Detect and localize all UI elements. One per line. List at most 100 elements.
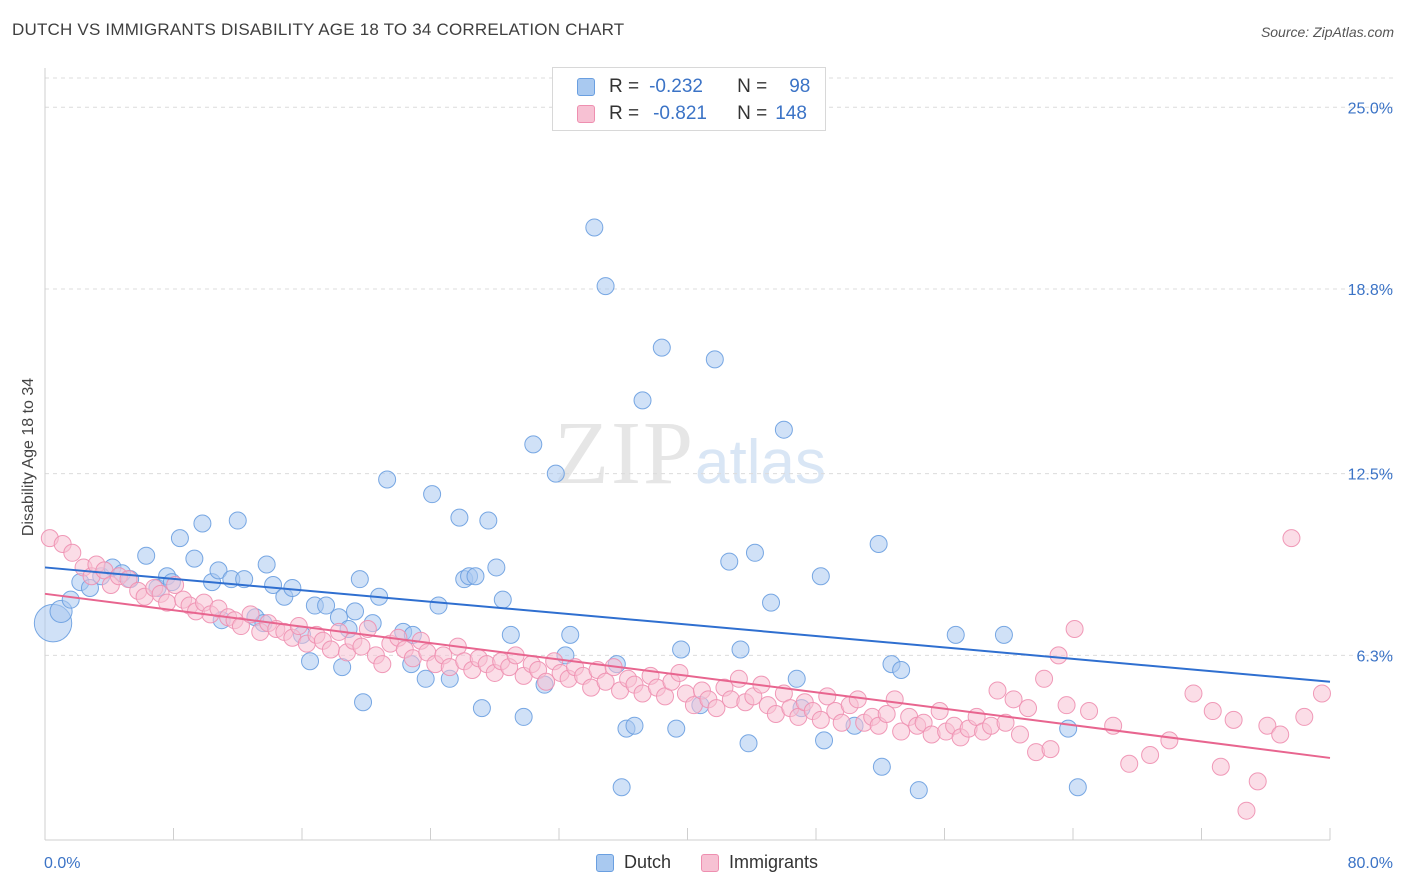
dutch-point xyxy=(946,625,965,644)
dutch-point xyxy=(185,549,204,568)
dutch-point xyxy=(209,561,228,580)
legend-r-label: R = xyxy=(609,76,640,97)
dutch-point xyxy=(472,699,491,718)
dutch-point xyxy=(61,590,80,609)
dutch-point xyxy=(346,602,365,621)
immigrants-point xyxy=(1041,740,1060,759)
dutch-point xyxy=(561,625,580,644)
immigrants-point xyxy=(892,722,911,741)
dutch-point xyxy=(811,567,830,586)
dutch-legend-swatch xyxy=(596,853,614,872)
immigrants-point xyxy=(1049,646,1068,665)
immigrants-swatch xyxy=(577,105,595,123)
watermark-zip: ZIP xyxy=(554,404,695,503)
x-tick-label: 0.0% xyxy=(44,855,80,872)
dutch-point xyxy=(235,570,254,589)
dutch-point xyxy=(872,757,891,776)
y-tick-label: 12.5% xyxy=(1348,467,1393,484)
dutch-point xyxy=(1068,778,1087,797)
dutch-point xyxy=(501,625,520,644)
legend-n-value: 148 xyxy=(775,103,807,124)
immigrants-point xyxy=(988,681,1007,700)
immigrants-point xyxy=(1004,690,1023,709)
dutch-point xyxy=(416,669,435,688)
dutch-point xyxy=(466,567,485,586)
immigrants-point xyxy=(1258,716,1277,735)
dutch-point xyxy=(739,734,758,753)
x-tick-label: 80.0% xyxy=(1348,855,1393,872)
immigrants-point xyxy=(996,713,1015,732)
dutch-point xyxy=(705,350,724,369)
source-label: Source: ZipAtlas.com xyxy=(1260,24,1394,40)
dutch-point xyxy=(672,640,691,659)
immigrants-point xyxy=(231,617,250,636)
dutch-point xyxy=(667,719,686,738)
immigrants-point xyxy=(1160,731,1179,750)
immigrants-point xyxy=(1237,801,1256,820)
dutch-point xyxy=(137,546,156,565)
immigrants-point xyxy=(166,576,185,595)
immigrants-point xyxy=(1248,772,1267,791)
dutch-point xyxy=(354,693,373,712)
immigrants-point xyxy=(1282,529,1301,548)
watermark-atlas: atlas xyxy=(695,428,826,497)
immigrants-point xyxy=(1295,707,1314,726)
dutch-point xyxy=(596,277,615,296)
dutch-point xyxy=(1059,719,1078,738)
dutch-point xyxy=(745,543,764,562)
chart-title: DUTCH VS IMMIGRANTS DISABILITY AGE 18 TO… xyxy=(12,20,625,39)
dutch-point xyxy=(815,731,834,750)
immigrants-point xyxy=(1080,702,1099,721)
dutch-point xyxy=(301,652,320,671)
immigrants-point xyxy=(729,669,748,688)
legend-n-label: N = xyxy=(737,103,768,124)
immigrants-point xyxy=(321,640,340,659)
immigrants-point xyxy=(1141,746,1160,765)
immigrants-point xyxy=(373,655,392,674)
axes xyxy=(44,68,1331,841)
dutch-point xyxy=(514,707,533,726)
immigrants-point xyxy=(707,699,726,718)
legend-immigrants-label: Immigrants xyxy=(729,852,819,872)
dutch-point xyxy=(633,391,652,410)
dutch-point xyxy=(317,596,336,615)
immigrants-point xyxy=(1184,684,1203,703)
immigrants-point xyxy=(596,672,615,691)
legend-r-value: -0.821 xyxy=(653,103,707,124)
dutch-point xyxy=(869,534,888,553)
dutch-point xyxy=(994,625,1013,644)
immigrants-point xyxy=(537,672,556,691)
y-tick-label: 25.0% xyxy=(1348,100,1393,117)
legend-n-value: 98 xyxy=(789,76,811,97)
immigrants-point xyxy=(885,690,904,709)
legend-n-label: N = xyxy=(737,76,768,97)
watermark: ZIPatlas xyxy=(554,402,826,505)
immigrants-point xyxy=(930,702,949,721)
dutch-point xyxy=(193,514,212,533)
immigrants-point xyxy=(811,710,830,729)
dutch-point xyxy=(909,781,928,800)
legend-item-immigrants: Immigrants xyxy=(701,852,818,873)
dutch-point xyxy=(450,508,469,527)
trend-lines xyxy=(44,566,1331,759)
dutch-point xyxy=(493,590,512,609)
immigrants-point xyxy=(358,619,377,638)
legend-dutch-label: Dutch xyxy=(624,852,672,872)
dutch-point xyxy=(546,464,565,483)
legend-row-immigrants: R = -0.821 N = 148 xyxy=(577,101,807,127)
immigrants-point xyxy=(63,543,82,562)
immigrants-point xyxy=(1312,684,1331,703)
dutch-point xyxy=(423,485,442,504)
dutch-point xyxy=(524,435,543,454)
y-tick-label: 18.8% xyxy=(1348,282,1393,299)
immigrants-point xyxy=(1010,725,1029,744)
dutch-point xyxy=(257,555,276,574)
dutch-point xyxy=(170,529,189,548)
dutch-point xyxy=(228,511,247,530)
dutch-point xyxy=(585,218,604,237)
dutch-swatch xyxy=(577,78,595,96)
immigrants-legend-swatch xyxy=(701,853,720,872)
dutch-point xyxy=(720,552,739,571)
legend-item-dutch: Dutch xyxy=(596,852,671,873)
immigrants-point xyxy=(1120,754,1139,773)
